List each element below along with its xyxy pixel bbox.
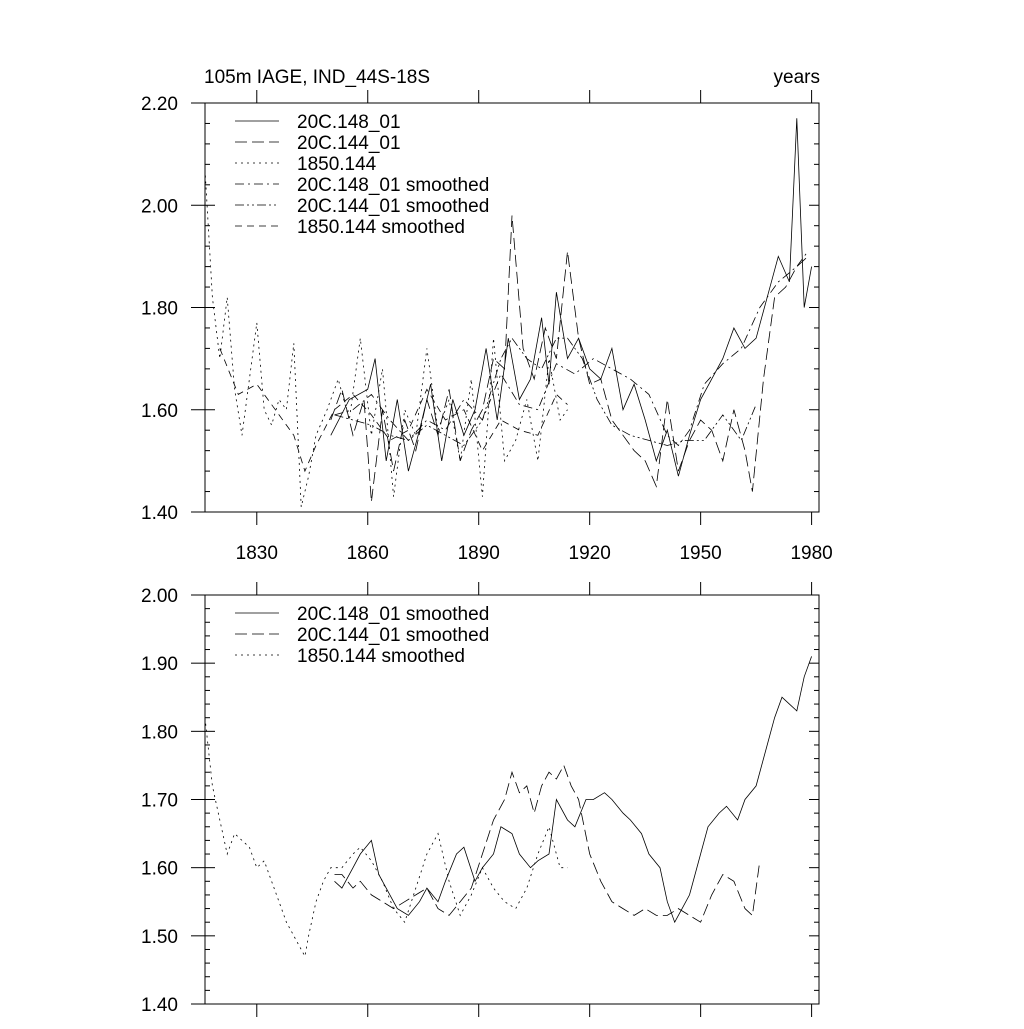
series-line-20c-144-01 <box>330 215 809 502</box>
legend-label: 1850.144 smoothed <box>297 217 465 238</box>
x-tick-label: 1860 <box>347 543 389 564</box>
series-line-20c-148-01-smoothed <box>334 656 812 924</box>
legend-label: 20C.148_01 <box>297 112 401 133</box>
x-tick-label: 1980 <box>790 543 832 564</box>
y-tick-label: 1.80 <box>141 299 178 320</box>
top-panel-title: 105m IAGE, IND_44S-18S <box>204 67 430 88</box>
top-panel: 105m IAGE, IND_44S-18S years 1.40 1.60 1.8… <box>141 67 833 564</box>
y-tick-label: 1.50 <box>141 927 178 948</box>
x-tick-label: 1950 <box>679 543 721 564</box>
bottom-panel: 1.40 1.50 1.60 1.70 1.80 1.90 2.00 20C.148_01 … <box>141 582 820 1017</box>
series-line-1850-144-smoothed <box>219 348 568 473</box>
top-panel-units: years <box>774 67 820 88</box>
x-tick-label: 1890 <box>458 543 500 564</box>
bottom-y-axis: 1.40 1.50 1.60 1.70 1.80 1.90 2.00 <box>141 586 819 1016</box>
top-x-axis: 1830 1860 1890 1920 1950 1980 <box>236 90 833 564</box>
y-tick-label: 1.70 <box>141 791 178 812</box>
series-line-20c-148-01 <box>330 118 812 477</box>
y-tick-label: 2.20 <box>141 94 178 115</box>
legend-label: 20C.148_01 smoothed <box>297 604 489 625</box>
legend-label: 20C.144_01 smoothed <box>297 196 489 217</box>
bottom-x-axis <box>256 582 813 1017</box>
y-tick-label: 1.40 <box>141 995 178 1016</box>
x-tick-label: 1920 <box>569 543 611 564</box>
y-tick-label: 1.60 <box>141 401 178 422</box>
y-tick-label: 1.80 <box>141 722 178 743</box>
legend-label: 1850.144 smoothed <box>297 646 465 667</box>
y-tick-label: 2.00 <box>141 586 178 607</box>
y-tick-label: 1.40 <box>141 503 178 524</box>
top-y-axis: 1.40 1.60 1.80 2.00 2.20 <box>141 94 819 524</box>
series-line-20c-148-01-smoothed <box>334 251 809 447</box>
legend-label: 20C.148_01 smoothed <box>297 175 489 196</box>
legend-label: 1850.144 <box>297 154 377 175</box>
y-tick-label: 2.00 <box>141 196 178 217</box>
top-series-group <box>204 118 812 507</box>
y-tick-label: 1.60 <box>141 859 178 880</box>
x-tick-label: 1830 <box>236 543 278 564</box>
legend-label: 20C.144_01 smoothed <box>297 625 489 646</box>
bottom-series-group <box>204 656 812 958</box>
legend-label: 20C.144_01 <box>297 133 401 154</box>
series-line-20c-144-01-smoothed <box>334 764 761 923</box>
y-tick-label: 1.90 <box>141 654 178 675</box>
